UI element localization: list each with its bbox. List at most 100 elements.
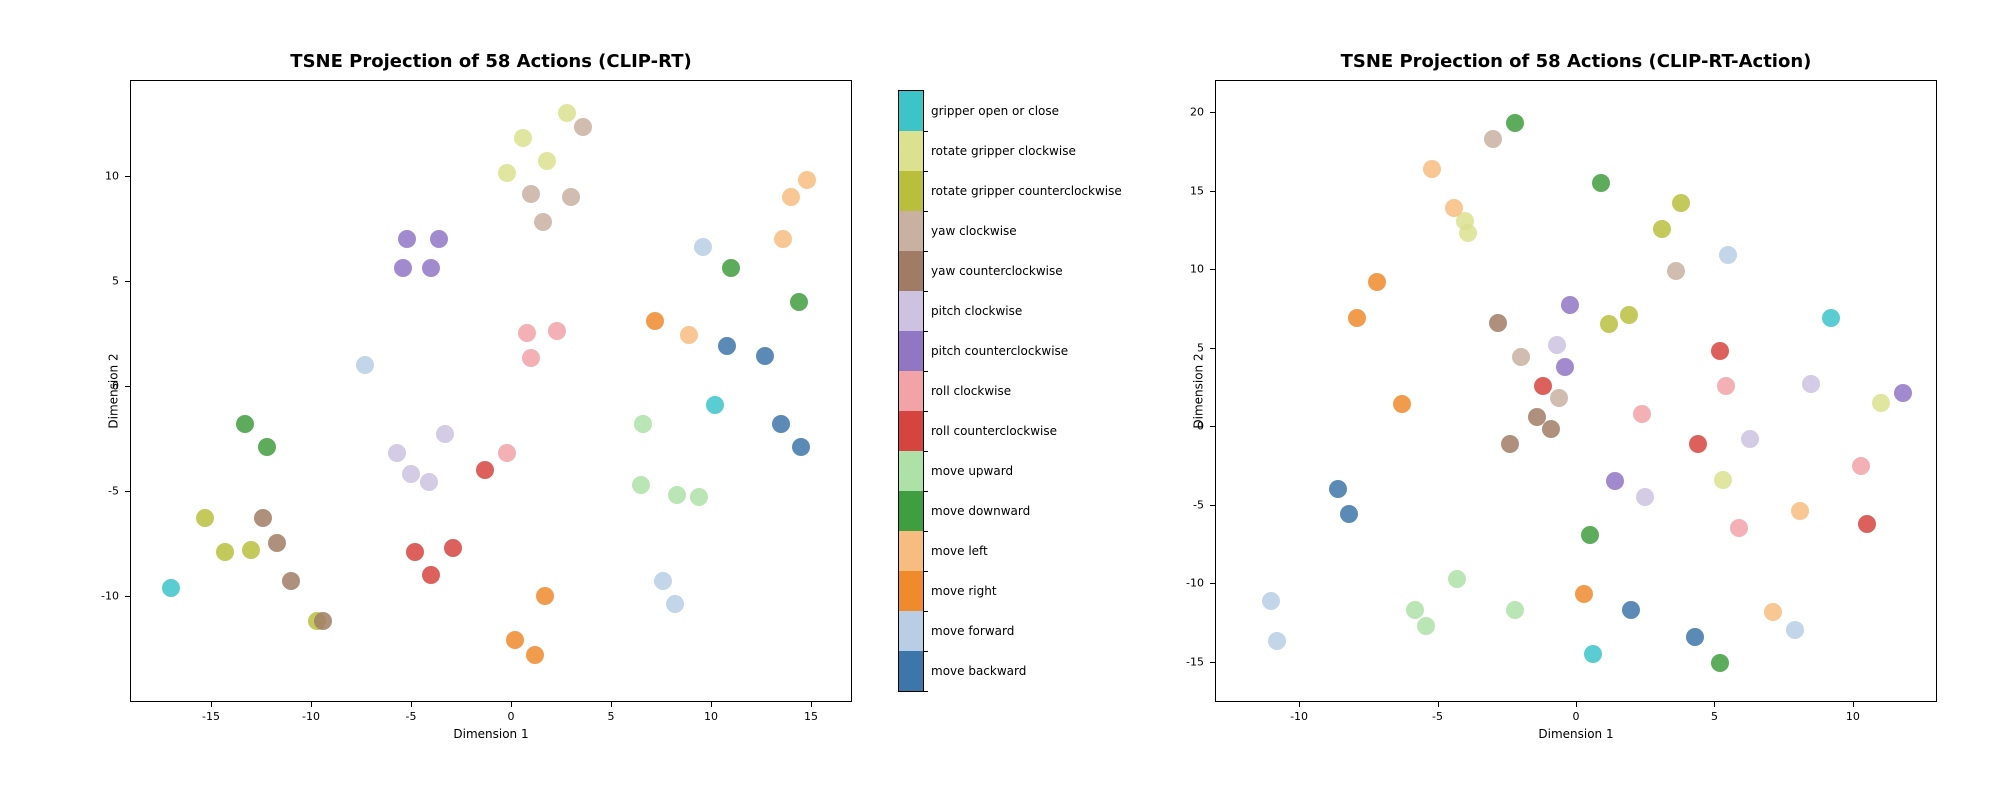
scatter-point [534,213,552,231]
scatter-point [498,444,516,462]
colorbar-tick [923,171,928,172]
y-tick [125,596,131,597]
y-tick-label: 0 [1197,420,1204,433]
scatter-point [242,541,260,559]
scatter-point [1262,592,1280,610]
right-y-axis-label: Dimension 2 [1192,353,1206,428]
scatter-point [254,509,272,527]
scatter-point [668,486,686,504]
colorbar-tick [923,291,928,292]
colorbar-label: move backward [923,664,1026,678]
colorbar-tick [923,211,928,212]
y-tick-label: 10 [105,169,119,182]
scatter-point [634,415,652,433]
x-tick [711,701,712,707]
scatter-point [772,415,790,433]
colorbar-tick [923,611,928,612]
x-tick [311,701,312,707]
scatter-point [282,572,300,590]
scatter-point [1448,570,1466,588]
scatter-point [526,646,544,664]
left-plot-title: TSNE Projection of 58 Actions (CLIP-RT) [131,51,851,72]
scatter-point [196,509,214,527]
colorbar-segment [899,131,923,171]
colorbar-tick [923,571,928,572]
x-tick [1714,701,1715,707]
scatter-point [1714,471,1732,489]
colorbar-segment [899,411,923,451]
x-tick-label: 10 [1846,710,1860,723]
scatter-point [1575,585,1593,603]
y-tick [1210,348,1216,349]
colorbar-label: move downward [923,504,1030,518]
scatter-point [1872,394,1890,412]
y-tick-label: -5 [108,484,119,497]
colorbar-segment [899,611,923,651]
y-tick [125,176,131,177]
colorbar-tick [923,331,928,332]
scatter-point [1620,306,1638,324]
colorbar-label: move upward [923,464,1013,478]
scatter-point [1489,314,1507,332]
scatter-point [536,587,554,605]
colorbar-label: yaw counterclockwise [923,264,1063,278]
scatter-point [1501,435,1519,453]
x-tick-label: 5 [608,710,615,723]
x-tick-label: -15 [202,710,220,723]
scatter-point [1689,435,1707,453]
scatter-point [1506,114,1524,132]
scatter-point [1592,174,1610,192]
scatter-point [1268,632,1286,650]
scatter-point [1719,246,1737,264]
scatter-point [476,461,494,479]
x-tick-label: -10 [302,710,320,723]
scatter-point [1484,130,1502,148]
scatter-point [562,188,580,206]
x-tick [411,701,412,707]
scatter-point [694,238,712,256]
scatter-point [1406,601,1424,619]
x-tick-label: -5 [406,710,417,723]
scatter-point [1711,654,1729,672]
x-tick-label: 0 [1573,710,1580,723]
colorbar-tick [923,491,928,492]
colorbar-label: rotate gripper clockwise [923,144,1076,158]
y-tick-label: -5 [1193,498,1204,511]
scatter-point [422,259,440,277]
scatter-point [1340,505,1358,523]
scatter-point [388,444,406,462]
scatter-point [1622,601,1640,619]
y-tick-label: -10 [101,589,119,602]
scatter-point [406,543,424,561]
scatter-point [1686,628,1704,646]
scatter-point [782,188,800,206]
colorbar-label: move left [923,544,988,558]
scatter-point [1606,472,1624,490]
right-x-axis-label: Dimension 1 [1216,727,1936,741]
scatter-point [680,326,698,344]
colorbar-segment [899,211,923,251]
scatter-point [1550,389,1568,407]
colorbar-tick [923,411,928,412]
colorbar-tick [923,531,928,532]
scatter-point [162,579,180,597]
scatter-point [498,164,516,182]
scatter-point [1512,348,1530,366]
scatter-point [774,230,792,248]
scatter-point [518,324,536,342]
scatter-point [1730,519,1748,537]
scatter-point [1894,384,1912,402]
scatter-point [690,488,708,506]
colorbar-segment [899,291,923,331]
scatter-point [1329,480,1347,498]
colorbar-segment [899,371,923,411]
scatter-point [216,543,234,561]
x-tick-label: -10 [1290,710,1308,723]
scatter-point [1802,375,1820,393]
scatter-point [514,129,532,147]
left-x-axis-label: Dimension 1 [131,727,851,741]
x-tick [1853,701,1854,707]
y-tick [1210,505,1216,506]
scatter-point [798,171,816,189]
scatter-point [1542,420,1560,438]
